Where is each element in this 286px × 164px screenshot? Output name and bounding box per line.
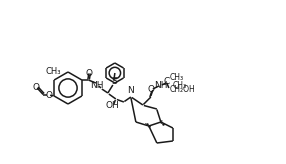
Text: CH₃: CH₃	[173, 81, 187, 90]
Text: O: O	[85, 69, 92, 78]
Text: ·: ·	[144, 119, 148, 129]
Text: CH₂OH: CH₂OH	[170, 84, 196, 93]
Text: CH₃: CH₃	[170, 73, 184, 82]
Text: S: S	[111, 78, 117, 86]
Text: C: C	[164, 78, 170, 86]
Text: OH: OH	[106, 101, 120, 110]
Text: NH: NH	[154, 81, 168, 90]
Text: O: O	[45, 91, 52, 100]
Text: O: O	[33, 82, 40, 92]
Text: NH: NH	[90, 82, 104, 91]
Text: N: N	[128, 86, 134, 95]
Text: CH₃: CH₃	[45, 67, 61, 76]
Text: ·: ·	[160, 116, 164, 126]
Text: O: O	[147, 85, 154, 94]
